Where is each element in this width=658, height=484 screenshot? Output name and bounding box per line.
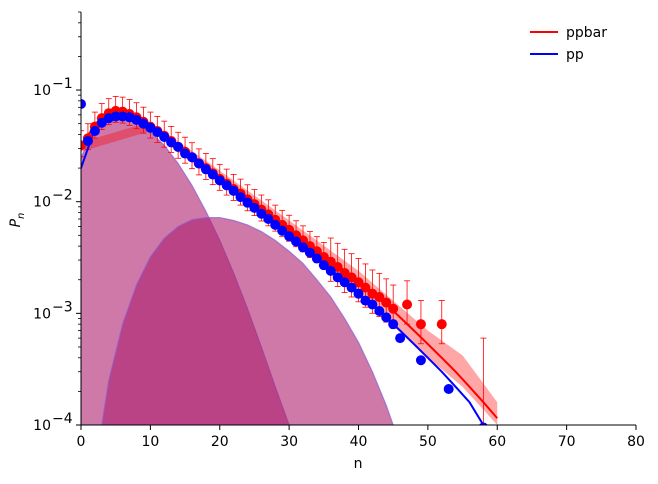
data-point-pp [353,288,364,299]
data-point-pp [89,125,100,136]
data-point-pp [263,213,274,224]
data-point-pp [339,277,350,288]
data-point-pp [415,355,426,366]
data-point-ppbar [415,319,426,330]
data-point-pp [173,141,184,152]
x-tick-label: 10 [141,434,159,450]
data-point-pp [249,202,260,213]
y-tick-exponent: −3 [52,299,73,315]
data-point-pp [381,312,392,323]
x-tick-label: 50 [419,434,437,450]
data-point-ppbar [346,272,357,283]
x-tick-label: 20 [211,434,229,450]
data-point-pp [235,192,246,203]
data-point-ppbar [360,282,371,293]
data-point-pp [81,98,86,109]
data-point-pp [242,197,253,208]
data-point-pp [374,305,385,316]
y-tick-label: 10 [33,418,51,434]
plot-content [81,95,499,425]
legend-label-pp: pp [566,47,584,63]
plot-area [81,95,499,425]
y-axis-label: Pn [8,213,27,228]
data-point-pp [332,272,343,283]
y-tick-exponent: −4 [52,411,73,427]
data-point-pp [291,236,302,247]
data-point-pp [110,111,121,122]
data-point-pp [479,422,488,425]
data-point-pp [318,260,329,271]
data-point-pp [388,319,399,330]
data-point-pp [270,219,281,230]
data-point-pp [152,127,163,138]
data-point-pp [367,299,378,310]
y-tick-exponent: −2 [52,188,73,204]
x-tick-label: 70 [558,434,576,450]
y-tick-exponent: −1 [52,76,73,92]
data-point-pp [221,180,232,191]
x-tick-label: 40 [350,434,368,450]
data-point-pp [207,169,218,180]
y-tick-label: 10 [33,83,51,99]
y-axis-label-sub: n [16,213,27,219]
data-point-pp [82,135,93,146]
data-point-pp [304,247,315,258]
data-point-ppbar [436,319,447,330]
x-tick-label: 80 [627,434,645,450]
data-point-pp [284,231,295,242]
data-point-pp [443,384,454,395]
data-point-ppbar [353,277,364,288]
data-point-ppbar [402,299,413,310]
component-area-2 [101,217,394,425]
data-point-pp [256,208,267,219]
data-point-ppbar [388,303,399,314]
x-tick-label: 30 [280,434,298,450]
data-point-pp [311,253,322,264]
data-point-pp [200,164,211,175]
data-point-pp [298,242,308,253]
y-axis-label-main: P [8,218,24,227]
data-point-pp [187,152,197,163]
data-point-pp [325,265,336,276]
data-point-pp [395,333,406,344]
legend-label-ppbar: ppbar [566,25,607,41]
x-tick-label: 0 [77,434,86,450]
y-tick-label: 10 [33,306,51,322]
x-axis-label: n [354,456,363,472]
data-point-pp [159,131,170,142]
data-point-ppbar [381,297,392,308]
data-point-pp [193,158,204,169]
data-point-pp [214,175,225,186]
data-point-pp [346,282,357,293]
legend: ppbar pp [530,25,607,63]
data-point-pp [277,225,288,236]
y-tick-label: 10 [33,195,51,211]
x-tick-label: 60 [488,434,506,450]
data-point-ppbar [374,292,385,303]
data-point-pp [228,185,239,196]
